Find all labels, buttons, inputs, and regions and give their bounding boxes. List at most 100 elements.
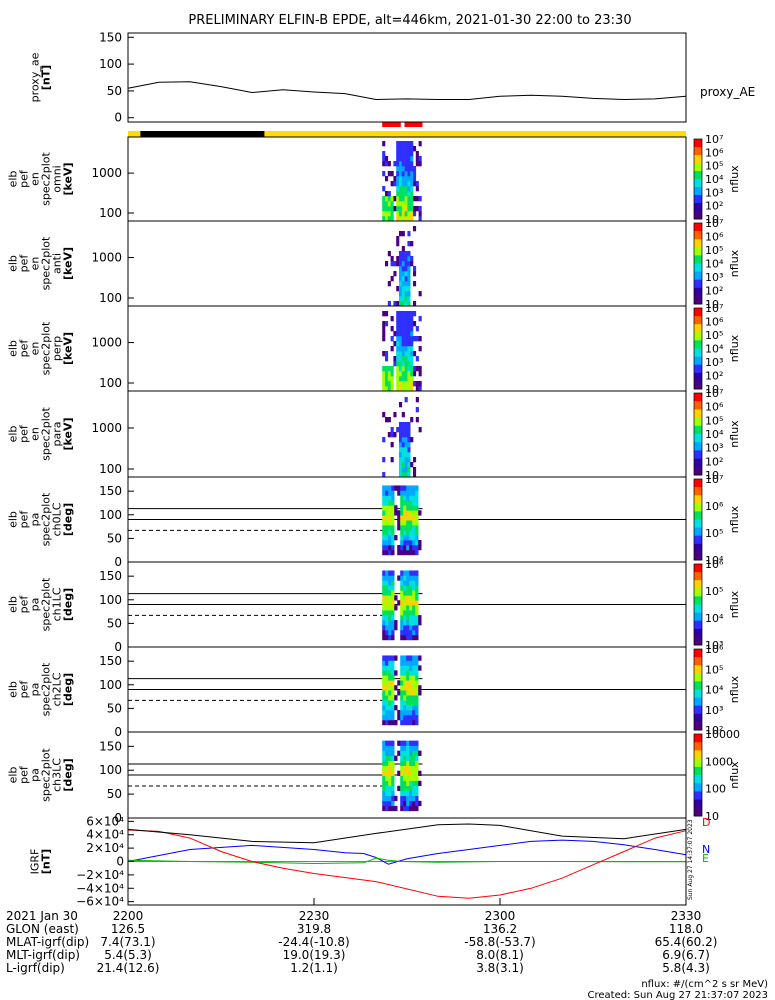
en_anti-colorbar-frame	[693, 222, 703, 305]
en_para-spectrogram-cell	[401, 432, 405, 438]
en_para-colorbar-tick: 10⁶	[705, 401, 724, 414]
en_perp-spectrogram-cell	[382, 311, 386, 317]
pa_ch0-pitch-angle-cell	[403, 535, 407, 541]
pa_ch0-pitch-angle-cell	[406, 515, 410, 521]
en_anti-spectrogram-cell	[399, 286, 403, 292]
pa_ch2-pitch-angle-cell	[385, 670, 389, 676]
pa_ch0-pitch-angle-cell	[412, 530, 416, 536]
pa_ch3-pitch-angle-cell	[412, 805, 416, 812]
en_para-spectrogram-cell	[401, 457, 405, 463]
pa_ch1-pitch-angle-cell	[415, 629, 419, 636]
en_para-colorbar-tick: 10³	[705, 442, 723, 455]
pa_ch2-pitch-angle-cell	[388, 675, 392, 681]
pa_ch2-pitch-angle-cell	[391, 705, 395, 711]
en_perp-spectrogram-cell	[413, 321, 417, 327]
pa_ch0-pitch-angle-cell	[406, 544, 410, 551]
pa_ch0-pitch-angle-cell	[388, 549, 392, 556]
pa_ch2-pitch-angle-cell	[391, 714, 395, 721]
pa_ch1-ytick-label: 150	[99, 569, 122, 583]
igrf-legend-E: E	[702, 852, 709, 865]
pa_ch0-pitch-angle-cell	[394, 485, 398, 491]
pa_ch3-pitch-angle-cell	[415, 760, 419, 766]
en_omni-spectrogram-cell	[413, 171, 417, 177]
en_perp-ylabel-line: [keV]	[62, 332, 75, 365]
en_anti-spectrogram-cell	[390, 256, 394, 262]
en_omni-spectrogram-cell	[410, 181, 414, 187]
pa_ch1-ylabel-line: spec2plot	[40, 577, 53, 631]
pa_ch3-pitch-angle-cell	[415, 800, 419, 807]
en_anti-ylabel-line: pef	[18, 254, 31, 273]
en_perp-spectrogram-cell	[385, 356, 389, 362]
en_perp-spectrogram-cell	[396, 346, 400, 352]
en_anti-spectrogram-cell	[407, 291, 411, 297]
pa_ch3-pitch-angle-cell	[406, 780, 410, 787]
en_anti-spectrogram-cell	[399, 256, 403, 262]
en_perp-spectrogram-cell	[401, 311, 405, 317]
igrf-series-|B|	[127, 823, 687, 844]
en_omni-spectrogram-cell	[396, 181, 400, 187]
pa_ch1-pitch-angle-cell	[409, 605, 413, 611]
en_para-spectrogram-cell	[404, 442, 408, 448]
en_perp-spectrogram-cell	[407, 336, 411, 342]
pa_ch2-colorbar-tick: 10²	[705, 724, 723, 737]
pa_ch2-pitch-angle-cell	[406, 710, 410, 716]
en_perp-spectrogram-cell	[385, 351, 389, 357]
en_perp-spectrogram-cell	[413, 311, 417, 317]
pa_ch0-pitch-angle-cell	[406, 510, 410, 516]
proxy-ae-ytick-label: 100	[99, 57, 122, 71]
en_omni-spectrogram-cell	[396, 166, 400, 172]
pa_ch2-pitch-angle-cell	[412, 695, 416, 701]
pa_ch3-pitch-angle-cell	[409, 745, 413, 751]
en_omni-spectrogram-cell	[418, 141, 422, 147]
pa_ch3-pitch-angle-cell	[382, 770, 386, 777]
pa_ch0-pitch-angle-cell	[409, 510, 413, 516]
pa_ch0-pitch-angle-cell	[418, 540, 422, 546]
en_omni-spectrogram-cell	[399, 181, 403, 187]
en_para-colorbar-segment	[694, 466, 702, 476]
pa_ch1-pitch-angle-cell	[403, 615, 407, 621]
pa_ch2-pitch-angle-cell	[391, 675, 395, 681]
en_anti-spectrogram-cell	[399, 231, 403, 237]
pa_ch2-pitch-angle-cell	[388, 680, 392, 686]
en_para-spectrogram-cell	[401, 437, 405, 443]
en_omni-spectrogram-cell	[385, 156, 389, 162]
en_omni-spectrogram-cell	[396, 206, 400, 212]
en_anti-spectrogram-cell	[404, 296, 408, 302]
en_perp-spectrogram-cell	[399, 311, 403, 317]
en_perp-spectrogram-cell	[399, 376, 403, 382]
en_perp-spectrogram-cell	[401, 326, 405, 332]
pa_ch1-pitch-angle-cell	[403, 625, 407, 631]
en_omni-spectrogram-cell	[401, 141, 405, 147]
pa_ch2-pitch-angle-cell	[388, 700, 392, 706]
pa_ch0-pitch-angle-cell	[412, 520, 416, 526]
pa_ch3-pitch-angle-cell	[385, 770, 389, 777]
pa_ch1-pitch-angle-cell	[403, 580, 407, 586]
en_anti-ylabel-line: anti	[51, 253, 64, 274]
en_omni-spectrogram-cell	[396, 191, 400, 197]
pa_ch2-pitch-angle-cell	[391, 700, 395, 706]
pa_ch2-pitch-angle-cell	[382, 675, 386, 681]
pa_ch1-pitch-angle-cell	[406, 605, 410, 611]
en_omni-colorbar-frame	[693, 138, 703, 220]
pa_ch0-pitch-angle-cell	[412, 495, 416, 501]
pa_ch0-colorbar-segment	[694, 479, 702, 488]
en_anti-spectrogram-cell	[401, 246, 405, 252]
pa_ch3-pitch-angle-cell	[409, 780, 413, 787]
pa_ch1-ytick-label: 50	[107, 616, 122, 630]
en_perp-spectrogram-cell	[390, 336, 394, 342]
pa_ch0-ytick-label: 0	[114, 555, 122, 569]
pa_ch0-colorbar-tick: 10⁶	[705, 500, 724, 513]
igrf-ytick-label: 6×10⁴	[86, 814, 124, 828]
pa_ch3-pitch-angle-cell	[403, 765, 407, 771]
en_perp-spectrogram-cell	[401, 336, 405, 342]
pa_ch0-pitch-angle-cell	[406, 485, 410, 491]
en_anti-spectrogram-cell	[401, 301, 405, 307]
igrf-ytick-label: −2×10⁴	[76, 868, 124, 882]
pa_ch1-pitch-angle-cell	[403, 600, 407, 606]
en_perp-spectrogram-cell	[393, 361, 397, 367]
pa_ch3-pitch-angle-cell	[415, 740, 419, 746]
en_omni-spectrogram-cell	[407, 141, 411, 147]
en_para-spectrogram-cell	[387, 417, 391, 423]
pa_ch1-pitch-angle-cell	[394, 605, 398, 611]
